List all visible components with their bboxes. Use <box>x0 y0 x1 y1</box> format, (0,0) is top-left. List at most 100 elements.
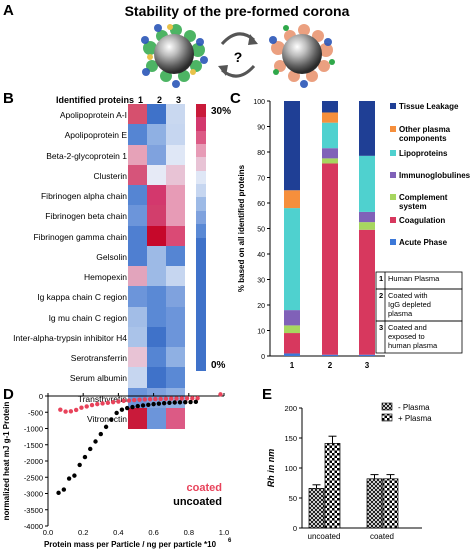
y-tick-label: -1000 <box>24 425 43 434</box>
heatmap-cell <box>166 326 185 348</box>
legend-label: Immunoglobulines <box>399 171 471 180</box>
panel-a-letter: A <box>3 2 14 19</box>
heatmap-cell <box>128 326 147 348</box>
data-point <box>135 403 140 409</box>
x-tick-label: 0.6 <box>148 528 158 537</box>
heatmap-color-scale <box>196 104 206 372</box>
protein-label: Hemopexin <box>84 272 127 282</box>
data-point <box>177 400 183 405</box>
legend-uncoated: uncoated <box>173 496 222 508</box>
y-tick-label: -500 <box>28 408 43 417</box>
bar-segment <box>322 112 338 123</box>
y-axis-label: Rh in nm <box>266 449 276 488</box>
data-point <box>98 431 104 437</box>
stacked-bar-chart: 0 10 20 30 40 50 60 70 80 90 100 % based on all ide… <box>237 99 471 370</box>
bar-segment <box>359 229 375 355</box>
protein-label: Beta-2-glycoprotein 1 <box>46 150 127 161</box>
bar <box>382 478 399 529</box>
question-mark: ? <box>234 49 243 65</box>
key-row <box>375 320 463 354</box>
legend-swatch <box>390 239 396 245</box>
y-tick-label: 150 <box>284 434 297 443</box>
heatmap-cell <box>128 164 147 186</box>
data-point <box>84 404 89 409</box>
color-scale-step <box>196 104 206 118</box>
bar-segment <box>284 353 300 356</box>
data-point <box>190 396 195 401</box>
data-point <box>58 407 63 412</box>
heatmap-cell <box>166 164 185 186</box>
key-text: Coated and <box>388 323 427 332</box>
bar-segment <box>359 155 375 212</box>
y-tick-label: -1500 <box>24 441 43 450</box>
bar-segment <box>359 101 375 156</box>
data-point <box>147 397 153 402</box>
heatmap-grid <box>128 104 185 429</box>
bar-segment <box>322 122 338 149</box>
bar-segment <box>284 208 300 311</box>
legend-coated: coated <box>187 482 222 494</box>
y-tick-label: -3000 <box>24 490 43 499</box>
color-scale-step <box>196 264 206 279</box>
data-point <box>95 401 100 407</box>
data-point <box>195 396 200 401</box>
key-number: 2 <box>379 291 383 300</box>
legend-swatch <box>390 126 396 132</box>
heatmap-cell <box>128 387 147 409</box>
heatmap-cell <box>147 124 166 145</box>
heatmap-cell <box>147 306 166 328</box>
bar-segment <box>284 325 300 334</box>
heatmap-cell <box>128 407 147 429</box>
data-point <box>116 399 121 404</box>
color-scale-step <box>196 304 206 319</box>
heatmap-cell <box>166 407 185 429</box>
key-text: human plasma <box>388 341 438 350</box>
protein-label: Apolipoprotein A-I <box>59 110 127 120</box>
x-tick-label: 1.0 <box>219 528 229 537</box>
y-tick-label: 40 <box>257 252 265 259</box>
data-point <box>72 473 77 478</box>
data-point <box>68 409 74 414</box>
bar-segment <box>322 163 338 355</box>
data-point <box>158 396 163 402</box>
data-point <box>218 392 223 397</box>
y-tick-label: 60 <box>257 201 265 208</box>
color-scale-step <box>196 144 206 158</box>
data-point <box>156 401 162 406</box>
data-point <box>110 399 116 405</box>
panel-d-letter: D <box>3 386 14 403</box>
y-tick-label: 100 <box>284 464 297 473</box>
protein-label: Clusterin <box>93 170 127 181</box>
legend-label: Tissue Leakage <box>399 102 459 111</box>
heatmap-cell <box>128 266 147 287</box>
heatmap-cell <box>147 144 166 166</box>
data-point <box>172 400 177 405</box>
heatmap-cell <box>166 245 185 267</box>
protein-list: Apolipoprotein A-I Apolipoprotein E Beta-2… <box>0 108 127 428</box>
color-scale-step <box>196 157 206 172</box>
data-point <box>137 397 142 402</box>
color-scale-step <box>196 117 206 132</box>
protein-label: Fibrinogen gamma chain <box>33 231 127 242</box>
y-tick-label: 70 <box>257 176 265 183</box>
legend-label: Coagulation <box>399 216 445 225</box>
color-scale-step <box>196 330 206 345</box>
y-tick-label: 10 <box>257 329 265 336</box>
heatmap-cell <box>128 185 147 206</box>
x-tick-label: 0.8 <box>184 528 194 537</box>
scale-max-label: 30% <box>211 106 232 117</box>
color-scale-step <box>196 210 206 225</box>
heatmap-cell <box>128 104 147 125</box>
protein-label: Fibrinogen beta chain <box>45 211 127 222</box>
data-point <box>56 490 61 496</box>
panel-c-letter: C <box>230 90 241 107</box>
x-tick-label: coated <box>370 532 394 541</box>
data-point <box>63 409 68 414</box>
bar-segment <box>359 354 375 356</box>
bar-segment <box>359 222 375 230</box>
legend-swatch <box>390 172 396 178</box>
protein-label: Ig kappa chain C region <box>37 292 127 303</box>
x-tick-label: uncoated <box>308 532 341 541</box>
bar <box>324 443 341 529</box>
y-tick-label: 0 <box>293 524 297 533</box>
